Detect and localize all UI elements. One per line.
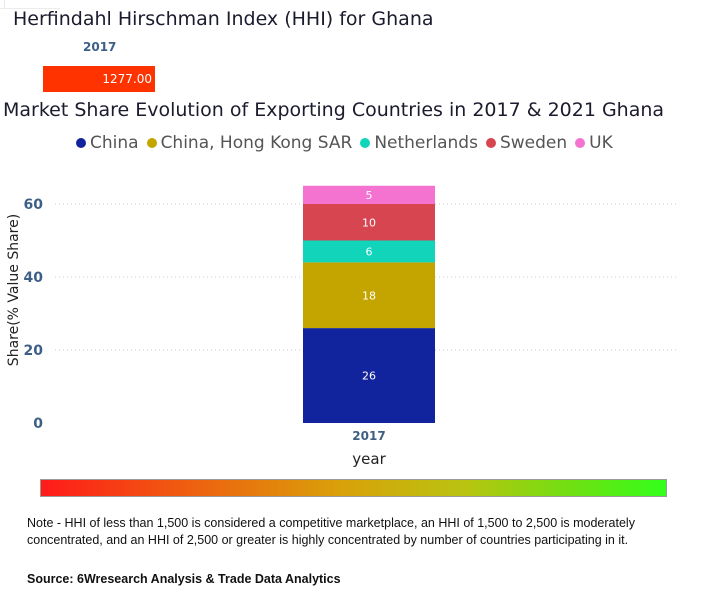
hhi-note: Note - HHI of less than 1,500 is conside… xyxy=(27,516,635,547)
hhi-value-label: 1277.00 xyxy=(102,72,152,86)
hhi-year-label: 2017 xyxy=(83,40,117,54)
chart-title: Market Share Evolution of Exporting Coun… xyxy=(3,99,665,121)
legend-dot-icon xyxy=(485,138,496,148)
legend-dot-icon xyxy=(360,138,371,148)
legend-label: China xyxy=(90,133,139,153)
hhi-card-divider xyxy=(0,8,60,9)
y-tick-label: 0 xyxy=(33,416,43,432)
y-tick-label: 20 xyxy=(24,343,44,359)
legend-dot-icon xyxy=(146,138,157,148)
x-axis-label: year xyxy=(352,450,386,468)
bar-data-label: 10 xyxy=(362,216,376,229)
x-tick-label: 2017 xyxy=(352,429,385,443)
bar-data-label: 5 xyxy=(366,189,373,202)
bar-data-label: 6 xyxy=(366,245,373,258)
legend-label: Netherlands xyxy=(374,133,478,153)
hhi-value-bar: 1277.00 xyxy=(43,66,155,92)
source-credit: Source: 6Wresearch Analysis & Trade Data… xyxy=(27,572,341,586)
bar-segment-sweden[interactable] xyxy=(303,204,435,241)
bar-data-label: 18 xyxy=(362,289,376,302)
hhi-card-corner xyxy=(0,0,5,8)
legend-item-sweden[interactable]: Sweden xyxy=(485,133,568,153)
y-tick-label: 40 xyxy=(24,270,44,286)
chart-legend: China China, Hong Kong SAR Netherlands Swed… xyxy=(76,133,621,153)
y-tick-label: 60 xyxy=(24,197,44,213)
bar-segment-netherlands[interactable] xyxy=(303,240,435,263)
bar-segment-uk[interactable] xyxy=(303,185,435,204)
legend-dot-icon xyxy=(575,138,586,148)
legend-label: UK xyxy=(589,133,613,153)
legend-item-china-hong-kong-sar[interactable]: China, Hong Kong SAR xyxy=(146,133,353,153)
legend-item-china[interactable]: China xyxy=(76,133,139,153)
bar-segment-china-hong-kong-sar[interactable] xyxy=(303,262,435,329)
hhi-color-scale xyxy=(40,479,667,497)
legend-item-uk[interactable]: UK xyxy=(575,133,613,153)
bar-data-label: 26 xyxy=(362,370,376,383)
legend-item-netherlands[interactable]: Netherlands xyxy=(360,133,478,153)
legend-label: China, Hong Kong SAR xyxy=(160,133,353,153)
hhi-title: Herfindahl Hirschman Index (HHI) for Gha… xyxy=(13,8,434,30)
y-axis-label: Share(% Value Share) xyxy=(6,214,22,366)
legend-dot-icon xyxy=(76,138,86,148)
legend-label: Sweden xyxy=(499,133,568,153)
bar-segment-china[interactable] xyxy=(303,328,435,423)
